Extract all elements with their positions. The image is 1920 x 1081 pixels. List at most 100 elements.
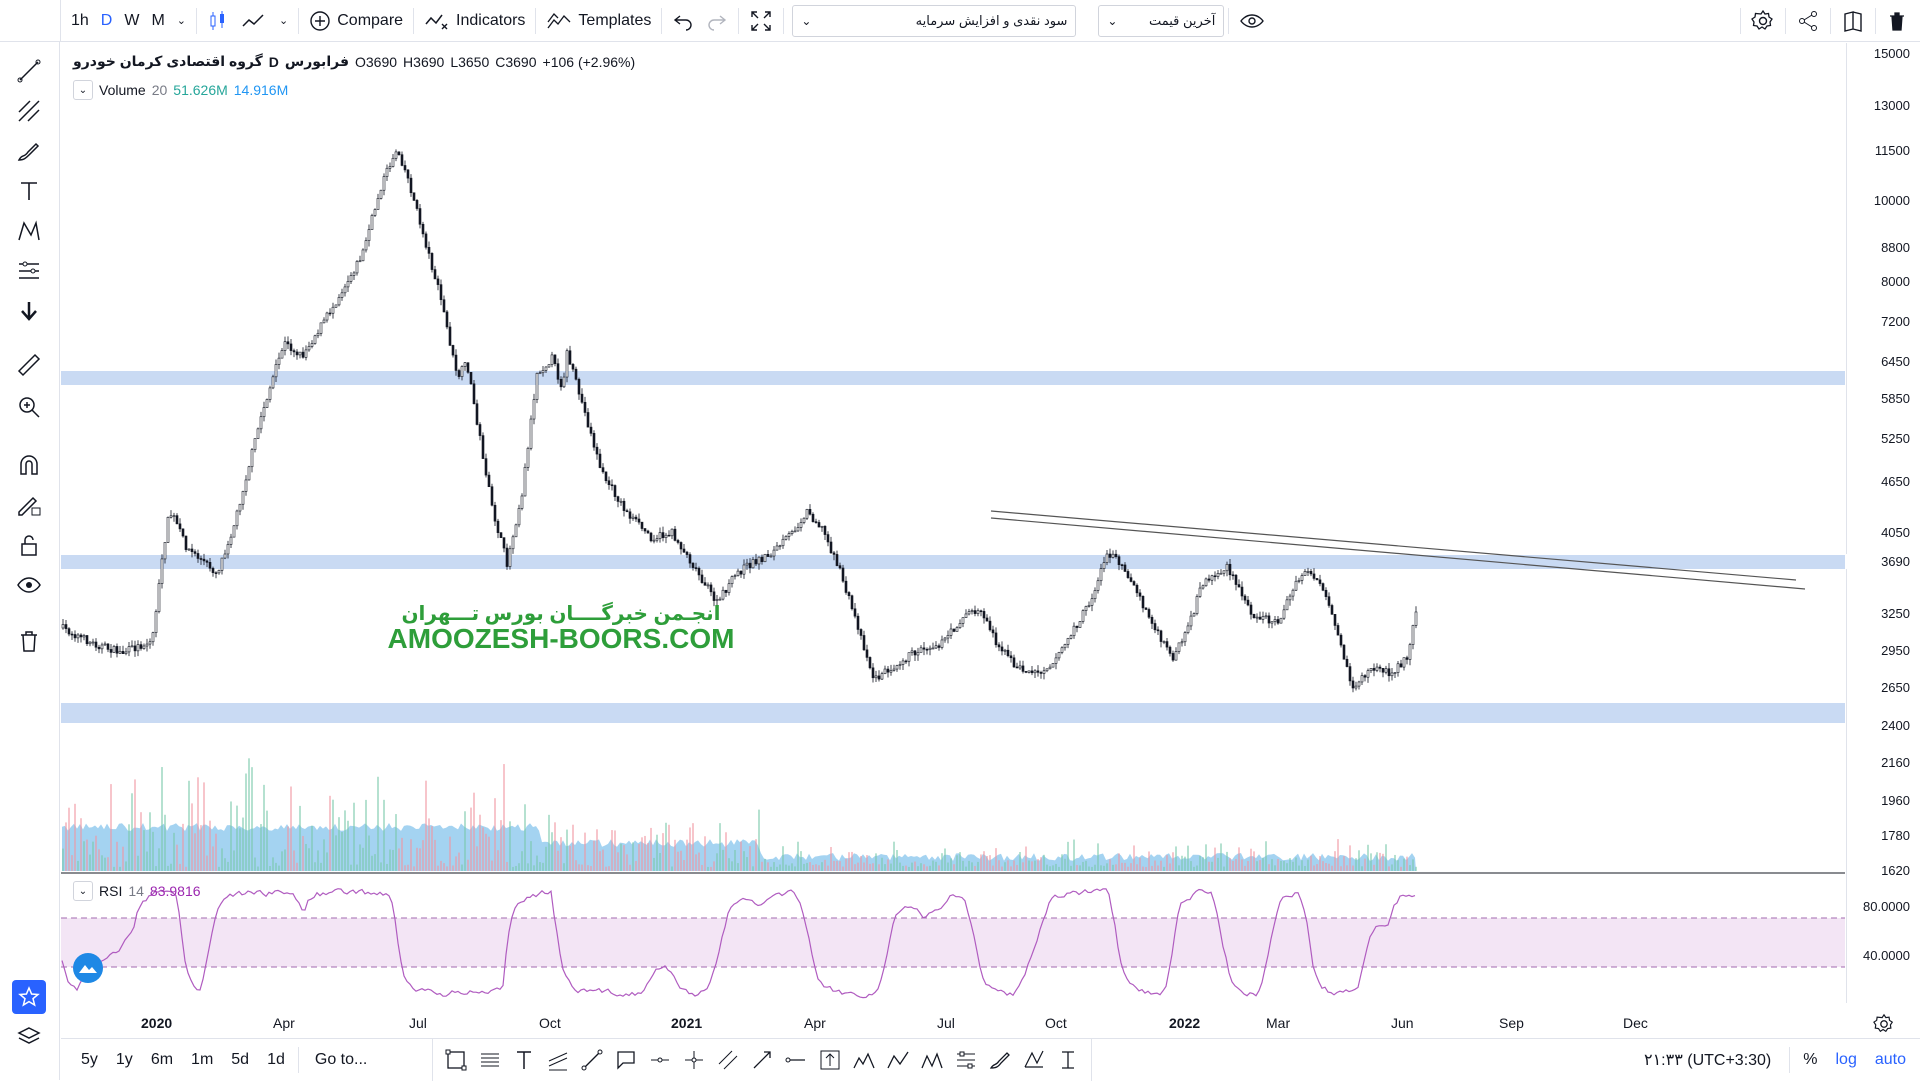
tradingview-logo-icon[interactable] <box>73 953 103 983</box>
candle-body <box>157 583 161 612</box>
arrow-line-icon[interactable] <box>745 1043 779 1077</box>
eye-icon[interactable] <box>14 570 44 600</box>
horizontal-lines-icon[interactable] <box>473 1043 507 1077</box>
lock-icon[interactable] <box>14 530 44 560</box>
snapshot-book-icon[interactable] <box>1835 0 1871 42</box>
range-1y-button[interactable]: 1y <box>115 1050 133 1068</box>
range-5y-button[interactable]: 5y <box>81 1050 98 1068</box>
line-tool-icon[interactable] <box>575 1043 609 1077</box>
range-5d-button[interactable]: 5d <box>231 1050 250 1068</box>
zoom-in-icon[interactable] <box>14 392 44 422</box>
volume-bar <box>413 866 415 871</box>
interval-dropdown-chevron-icon[interactable]: ⌄ <box>176 15 187 27</box>
star-icon[interactable] <box>12 980 46 1014</box>
share-icon[interactable] <box>1790 0 1826 42</box>
candles-style-icon[interactable] <box>201 0 235 42</box>
ruler-icon[interactable] <box>14 350 44 380</box>
timezone-clock[interactable]: ۲۱:۳۳ (UTC+3:30) <box>1643 1051 1772 1069</box>
log-scale-button[interactable]: log <box>1835 1050 1857 1068</box>
range-1d-button[interactable]: 1d <box>267 1050 285 1068</box>
collapse-chevron-icon[interactable]: ⌄ <box>73 80 93 100</box>
rsi-legend[interactable]: ⌄ RSI 14 83.9816 <box>73 881 201 901</box>
trend-line[interactable] <box>990 510 1797 581</box>
price-range-icon[interactable] <box>813 1043 847 1077</box>
axis-settings-gear-icon[interactable] <box>1873 1013 1895 1035</box>
interval-w[interactable]: W <box>124 11 140 29</box>
symbol-legend[interactable]: گروه اقتصادی کرمان خودرو D فرابورس O3690… <box>73 53 635 70</box>
candle-body <box>706 584 710 587</box>
text-icon[interactable] <box>14 176 44 206</box>
fullscreen-icon[interactable] <box>743 0 779 42</box>
candle-body <box>1291 589 1295 597</box>
volume-bar <box>1394 854 1396 871</box>
volume-bar <box>188 780 190 871</box>
volume-legend[interactable]: ⌄ Volume 20 51.626M 14.916M <box>73 80 288 100</box>
magnet-icon[interactable] <box>14 450 44 480</box>
chart-canvas[interactable] <box>61 43 1851 1008</box>
lock-drawing-icon[interactable] <box>14 490 44 520</box>
compare-button[interactable]: Compare <box>303 0 409 42</box>
undo-icon[interactable] <box>666 0 700 42</box>
delete-trash-icon[interactable] <box>1880 0 1920 42</box>
candle-body <box>796 527 800 532</box>
cross-line-icon[interactable] <box>677 1043 711 1077</box>
volume-bar <box>1076 865 1078 871</box>
candle-body <box>499 532 503 538</box>
templates-button[interactable]: Templates <box>540 0 657 42</box>
parallel-channel-icon[interactable] <box>711 1043 745 1077</box>
trend-line-icon[interactable] <box>14 56 44 86</box>
interval-d[interactable]: D <box>100 11 113 29</box>
interval-m[interactable]: M <box>151 11 165 29</box>
indicators-button[interactable]: Indicators <box>418 0 531 42</box>
settings-gear-icon[interactable] <box>1745 0 1781 42</box>
divider <box>1740 7 1741 34</box>
drawing-tools-bar <box>432 1038 1093 1081</box>
goto-button[interactable]: Go to... <box>314 1050 368 1068</box>
trash-icon[interactable] <box>14 626 44 656</box>
abc-pattern-icon[interactable] <box>881 1043 915 1077</box>
interval-1h[interactable]: 1h <box>71 11 89 29</box>
price-axis[interactable]: 15000 13000 11500 10000 8800 8000 7200 6… <box>1846 43 1920 1033</box>
range-6m-button[interactable]: 6m <box>150 1050 174 1068</box>
pitchfork-icon[interactable] <box>14 96 44 126</box>
volume-bar <box>656 834 658 871</box>
price-source-dropdown[interactable]: ⌄ آخرین قیمت <box>1098 4 1225 37</box>
study-dropdown[interactable]: ⌄ سود نقدی و افزایش سرمایه <box>792 4 1077 37</box>
pattern-icon[interactable] <box>14 216 44 246</box>
volume-bar <box>164 814 166 871</box>
volume-bar <box>842 866 844 871</box>
triangle-pattern-icon[interactable] <box>1017 1043 1051 1077</box>
brush-icon[interactable] <box>14 136 44 166</box>
rectangle-select-icon[interactable] <box>439 1043 473 1077</box>
prediction-icon[interactable] <box>14 256 44 286</box>
callout-icon[interactable] <box>609 1043 643 1077</box>
brush-tool-icon[interactable] <box>983 1043 1017 1077</box>
redo-icon[interactable] <box>700 0 734 42</box>
candle-body <box>916 652 920 656</box>
ace-pattern-icon[interactable] <box>915 1043 949 1077</box>
candle-body <box>937 645 941 648</box>
trend-line[interactable] <box>990 517 1806 590</box>
percent-scale-button[interactable]: % <box>1803 1050 1818 1068</box>
fib-channel-icon[interactable] <box>541 1043 575 1077</box>
volume-bar <box>671 866 673 871</box>
range-1m-button[interactable]: 1m <box>191 1050 214 1068</box>
volume-bar <box>1343 856 1345 871</box>
date-range-icon[interactable] <box>949 1043 983 1077</box>
chart-style-chevron-icon[interactable]: ⌄ <box>279 15 289 27</box>
volume-bar <box>557 850 559 871</box>
horizontal-segment-icon[interactable] <box>779 1043 813 1077</box>
elliott-wave-icon[interactable] <box>847 1043 881 1077</box>
line-style-icon[interactable] <box>235 0 273 42</box>
candle-body <box>394 151 398 159</box>
measure-icon[interactable] <box>1051 1043 1085 1077</box>
visibility-eye-icon[interactable] <box>1233 0 1271 42</box>
chart-pane[interactable]: گروه اقتصادی کرمان خودرو D فرابورس O3690… <box>61 43 1851 1031</box>
arrow-down-icon[interactable] <box>14 296 44 326</box>
auto-scale-button[interactable]: auto <box>1874 1050 1906 1068</box>
horizontal-ray-icon[interactable] <box>643 1043 677 1077</box>
layers-icon[interactable] <box>14 1022 44 1052</box>
volume-bar <box>386 863 388 871</box>
collapse-chevron-icon[interactable]: ⌄ <box>73 881 93 901</box>
text-tool-icon[interactable] <box>507 1043 541 1077</box>
